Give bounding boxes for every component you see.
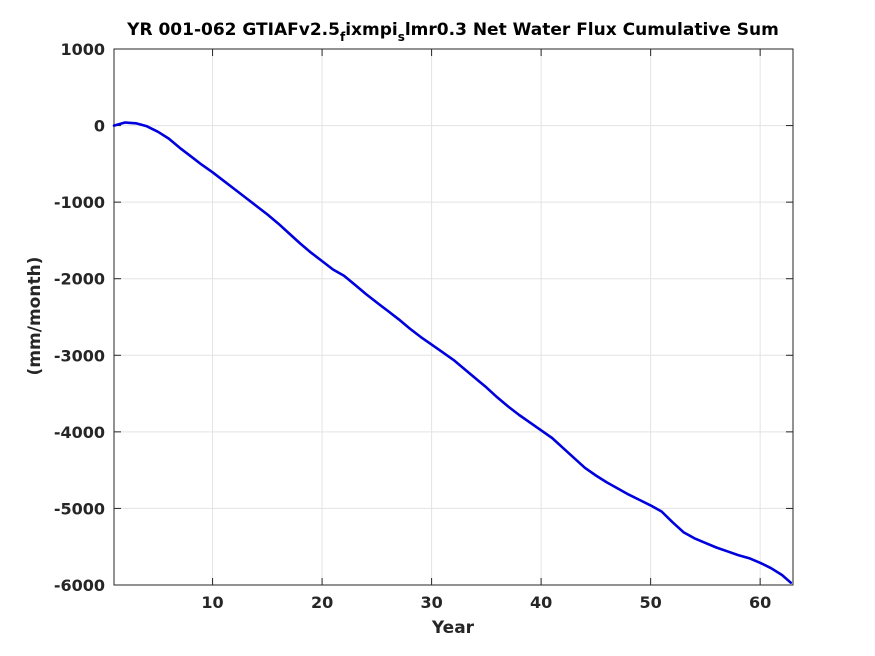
x-tick-label: 30 [420,593,442,612]
x-axis-title: Year [431,618,475,638]
y-tick-label: 1000 [60,40,105,59]
y-tick-label: -4000 [54,423,105,442]
y-tick-label: -2000 [54,270,105,289]
series-line [112,121,793,585]
y-tick-label: -6000 [54,576,105,595]
x-tick-labels: 10 20 30 40 50 60 [201,593,771,612]
axis-ticks [114,48,793,586]
x-tick-label: 10 [201,593,223,612]
plot-area-frame [113,48,794,586]
series-group [112,121,793,585]
x-tick-label: 60 [749,593,771,612]
y-tick-label: 0 [94,117,105,136]
grid-lines [114,48,793,586]
y-tick-labels: 1000 0 -1000 -2000 -3000 -4000 -5000 -6000 [54,40,105,595]
x-tick-label: 50 [639,593,661,612]
x-tick-label: 40 [530,593,552,612]
y-tick-label: -3000 [54,346,105,365]
y-axis-title: (mm/month) [25,257,45,376]
y-tick-label: -1000 [54,193,105,212]
y-tick-label: -5000 [54,499,105,518]
x-tick-label: 20 [311,593,333,612]
chart-title: YR 001-062 GTIAFv2.5fixmpislmr0.3 Net Wa… [126,20,779,44]
